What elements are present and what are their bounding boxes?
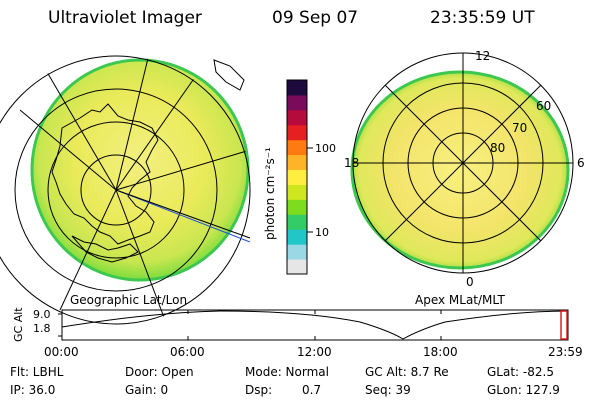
timeline-ymax: 9.0 xyxy=(33,308,51,321)
geo-meridian xyxy=(115,149,251,191)
colorbar-segment xyxy=(287,199,307,215)
gc-alt-readout: GC Alt: 8.7 Re xyxy=(365,365,449,379)
geo-meridian xyxy=(115,55,151,191)
timeline-xtick: 18:00 xyxy=(423,345,458,359)
geo-lat-circle xyxy=(0,55,251,325)
colorbar-segment xyxy=(287,94,307,111)
image-time: 23:35:59 UT xyxy=(430,8,535,28)
mlat-label-80: 80 xyxy=(490,141,505,155)
mlt-label-18: 18 xyxy=(344,156,359,170)
geo-sun-line xyxy=(115,189,251,243)
geo-meridian xyxy=(59,189,117,311)
colorbar-label: photon cm⁻²s⁻¹ xyxy=(263,147,277,240)
mlt-label-0: 0 xyxy=(466,275,474,289)
colorbar-segment xyxy=(287,214,307,230)
glat-readout: GLat: -82.5 xyxy=(487,365,554,379)
dsp-value: 0.7 xyxy=(302,383,322,397)
geo-meridian xyxy=(115,69,201,191)
timeline-xtick: 12:00 xyxy=(297,345,332,359)
mlat-label-70: 70 xyxy=(512,121,527,135)
image-date: 09 Sep 07 xyxy=(272,8,359,28)
door-readout: Door: Open xyxy=(125,365,194,379)
colorbar-segment xyxy=(287,139,307,156)
geo-meridian xyxy=(39,59,117,191)
geo-meridian xyxy=(115,189,166,321)
seq-readout: Seq: 39 xyxy=(365,383,411,397)
altitude-curve xyxy=(61,310,569,340)
mlt-label-12: 12 xyxy=(475,49,490,63)
colorbar-tick-10: 10 xyxy=(315,226,329,239)
colorbar-segment xyxy=(287,244,307,260)
current-time-marker xyxy=(560,310,568,340)
colorbar-segment xyxy=(287,229,307,245)
coastline xyxy=(51,103,159,245)
glon-readout: GLon: 127.9 xyxy=(487,383,560,397)
filter-readout: Flt: LBHL xyxy=(10,365,64,379)
timeline-xtick: 00:00 xyxy=(44,345,79,359)
timeline-ymin: 1.8 xyxy=(33,322,51,335)
ip-readout: IP: 36.0 xyxy=(10,383,56,397)
colorbar-segment xyxy=(287,169,307,185)
colorbar-segment xyxy=(287,80,307,96)
dsp-label: Dsp: xyxy=(245,383,273,397)
timeline-xtick: 23:59 xyxy=(548,345,583,359)
mlat-label-60: 60 xyxy=(536,99,551,113)
altitude-timeline: GC Alt 9.0 1.8 xyxy=(12,307,569,342)
mlt-label-6: 6 xyxy=(577,156,585,170)
timeline-frame xyxy=(61,309,569,341)
colorbar-segment xyxy=(287,259,307,275)
geo-aurora-image xyxy=(30,58,250,282)
colorbar-segment xyxy=(287,124,307,141)
geo-meridian xyxy=(19,109,117,191)
geo-lat-circle xyxy=(14,88,218,292)
colorbar-segment xyxy=(287,109,307,126)
mode-readout: Mode: Normal xyxy=(245,365,329,379)
timeline-axis-label: GC Alt xyxy=(12,307,25,342)
coastline xyxy=(71,235,139,263)
timeline-xtick: 06:00 xyxy=(170,345,205,359)
geo-map-caption: Geographic Lat/Lon xyxy=(70,293,188,307)
colorbar-segment xyxy=(287,184,307,200)
geo-sun-line xyxy=(115,189,251,239)
color-bar xyxy=(286,79,308,275)
mag-meridian xyxy=(384,84,542,242)
colorbar-frame xyxy=(286,79,308,275)
coastline xyxy=(213,59,245,91)
geo-lat-circle xyxy=(47,121,185,259)
colorbar-segment xyxy=(287,154,307,171)
geo-lat-circle xyxy=(80,154,152,226)
colorbar-tick-100: 100 xyxy=(315,142,336,155)
gain-readout: Gain: 0 xyxy=(125,383,169,397)
mag-map-caption: Apex MLat/MLT xyxy=(415,293,505,307)
magnetic-map: 12 18 6 0 60 70 80 xyxy=(344,49,585,289)
instrument-title: Ultraviolet Imager xyxy=(48,8,202,28)
geographic-map xyxy=(0,55,251,325)
